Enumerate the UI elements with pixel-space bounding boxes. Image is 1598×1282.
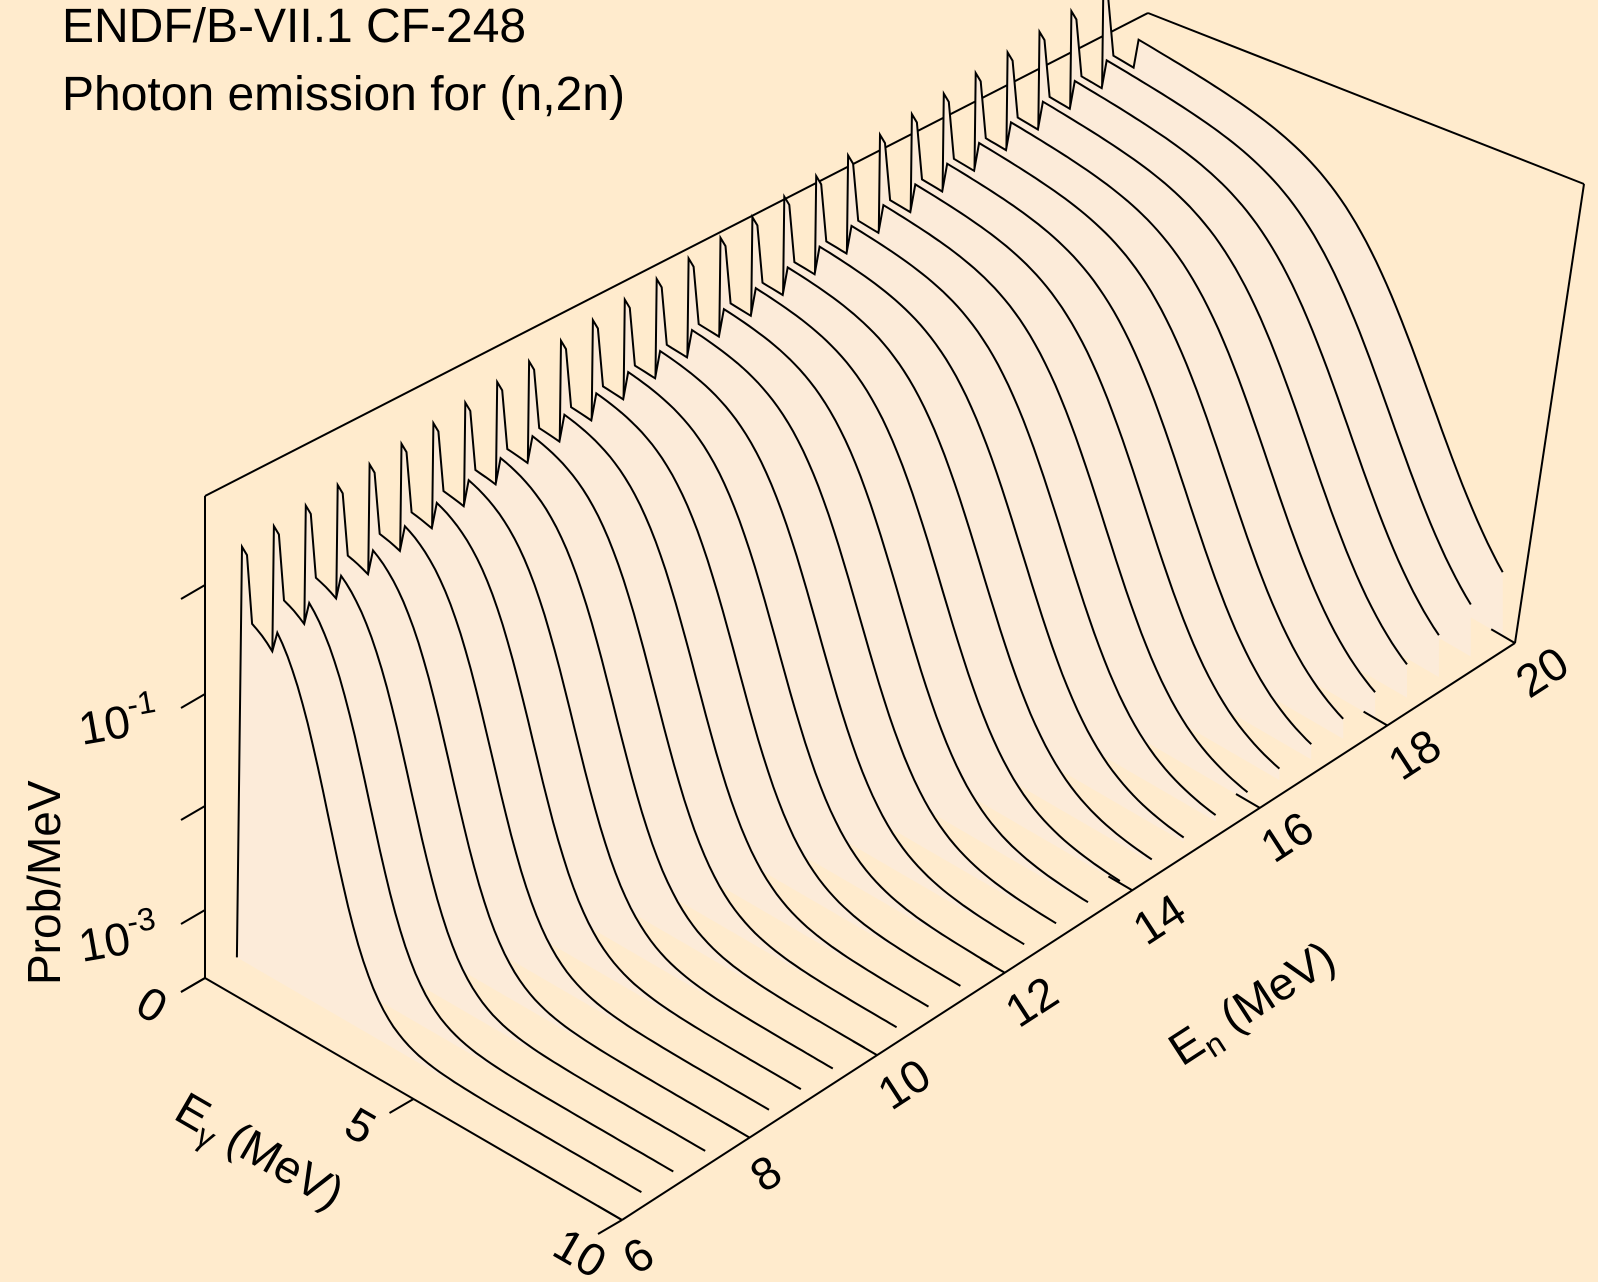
spectrum-fill — [524, 361, 929, 1007]
neutron-energy-tick — [852, 1040, 878, 1057]
neutron-energy-axis-line — [621, 642, 1516, 1221]
spectrum-fill — [492, 382, 897, 1028]
spectrum-line — [523, 357, 930, 1008]
spectrum-line — [267, 522, 674, 1173]
probability-tick-label: 10-3 — [73, 900, 162, 972]
spectrum-fill — [268, 526, 674, 1172]
spectra-group — [235, 0, 1504, 1193]
spectrum-line — [459, 399, 866, 1049]
spectrum-line — [1033, 28, 1440, 636]
neutron-energy-tick — [597, 1205, 623, 1221]
spectrum-line — [714, 234, 1121, 882]
photon-energy-tick — [597, 1219, 623, 1235]
probability-ticks: 10-1 10-3 — [73, 584, 206, 993]
spectrum-line — [586, 316, 993, 966]
probability-tick — [180, 977, 206, 993]
spectrum-line — [937, 90, 1344, 720]
neutron-energy-tick — [1107, 875, 1133, 892]
spectrum-line — [618, 296, 1025, 946]
neutron-energy-tick — [1490, 628, 1516, 645]
spectrum-line — [554, 337, 961, 987]
spectrum-line — [1065, 7, 1472, 606]
spectrum-fill — [555, 340, 961, 987]
spectrum-line — [905, 110, 1312, 745]
photon-energy-tick-label: 0 — [128, 976, 176, 1034]
neutron-energy-tick-label: 12 — [996, 966, 1067, 1037]
chart-title-line2: Photon emission for (n,2n) — [62, 68, 625, 121]
probability-tick — [180, 584, 206, 600]
spectrum-line — [395, 440, 802, 1090]
neutron-energy-tick-label: 16 — [1251, 801, 1322, 872]
neutron-energy-tick-label: 10 — [868, 1048, 939, 1119]
spectrum-line — [491, 378, 898, 1029]
spectrum-line — [810, 172, 1217, 816]
back-top-edge — [204, 12, 1149, 497]
neutron-energy-tick-label: 18 — [1379, 719, 1450, 790]
spectrum-line — [331, 481, 738, 1132]
probability-tick-label: 10-1 — [73, 683, 162, 755]
neutron-energy-tick — [1235, 793, 1261, 809]
spectrum-line — [969, 69, 1376, 693]
spectrum-fill — [460, 402, 865, 1048]
spectrum-line — [842, 151, 1249, 793]
spectrum-line — [746, 213, 1153, 861]
spectrum-line — [235, 543, 642, 1193]
spectrum-fill — [300, 505, 706, 1151]
neutron-energy-axis-label: En (MeV) — [1159, 930, 1348, 1081]
neutron-energy-tick — [1363, 710, 1389, 727]
spectrum-fill — [428, 423, 833, 1069]
neutron-energy-tick-label: 20 — [1506, 636, 1577, 707]
chart-title-line1: ENDF/B-VII.1 CF-248 — [62, 0, 526, 53]
neutron-energy-tick-label: 14 — [1124, 883, 1195, 954]
probability-tick — [180, 909, 206, 925]
plot-box-frame — [204, 12, 1585, 978]
spectrum-line — [682, 254, 1089, 904]
spectrum-fill — [651, 279, 1057, 925]
spectrum-line — [427, 419, 834, 1070]
spectrum-line — [299, 502, 706, 1152]
neutron-energy-tick-label: 6 — [613, 1227, 663, 1282]
spectrum-line — [873, 131, 1281, 770]
spectrum-line — [1097, 0, 1504, 573]
neutron-energy-tick — [980, 957, 1006, 974]
neutron-energy-tick-label: 8 — [741, 1144, 791, 1202]
spectrum-line — [650, 275, 1057, 925]
probability-tick — [180, 693, 206, 709]
probability-axis-label: Prob/MeV — [18, 780, 70, 985]
photon-energy-tick-label: 10 — [545, 1218, 615, 1282]
photon-energy-tick-label: 5 — [337, 1097, 385, 1155]
photon-energy-tick — [388, 1098, 415, 1114]
spectrum-line — [1001, 48, 1408, 665]
photon-energy-axis-label: Eγ (MeV) — [164, 1082, 353, 1225]
spectrum-line — [778, 193, 1185, 839]
spectrum-line — [363, 460, 770, 1111]
spectrum-fill — [587, 320, 993, 966]
neutron-energy-tick — [725, 1122, 751, 1139]
spectrum-fill — [619, 299, 1025, 945]
back-right-top-edge — [1147, 12, 1585, 185]
spectrum-fill — [236, 546, 642, 1193]
probability-tick — [180, 805, 206, 821]
right-vertical-edge — [1514, 183, 1585, 644]
